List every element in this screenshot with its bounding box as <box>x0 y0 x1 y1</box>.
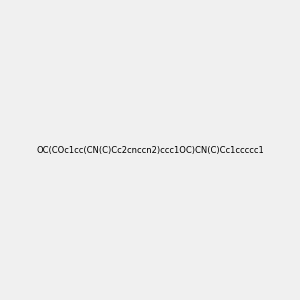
Text: OC(COc1cc(CN(C)Cc2cnccn2)ccc1OC)CN(C)Cc1ccccc1: OC(COc1cc(CN(C)Cc2cnccn2)ccc1OC)CN(C)Cc1… <box>36 146 264 154</box>
